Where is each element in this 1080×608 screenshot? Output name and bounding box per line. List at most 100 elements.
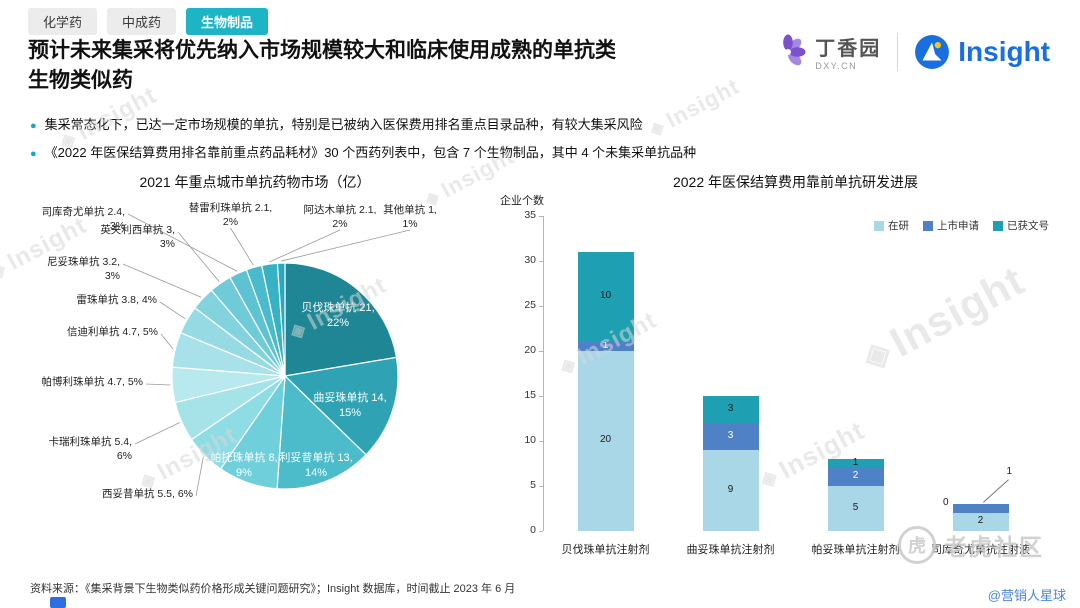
bar-value-label: 2 <box>852 470 859 481</box>
pie-leader-line <box>127 213 238 272</box>
pie-outside-label: 帕博利珠单抗 4.7, 5% <box>41 376 143 388</box>
bar-segment <box>827 468 884 486</box>
bar-segment <box>827 486 884 531</box>
bullet-dot-icon: ● <box>30 148 37 160</box>
dxy-domain: DXY.CN <box>815 61 858 71</box>
legend-swatch <box>923 220 933 231</box>
category-tabs: 化学药 中成药 生物制品 <box>28 8 269 35</box>
insight-name: Insight <box>958 35 1050 67</box>
callout-line <box>982 479 1009 503</box>
bar-category-label: 司库奇尤单抗注射液 <box>931 544 1030 556</box>
legend-label: 上市申请 <box>937 220 979 232</box>
y-tick <box>539 261 543 262</box>
pie-outside-label: 替雷利珠单抗 2.1, 2% <box>188 202 273 228</box>
legend-label: 在研 <box>888 220 909 232</box>
bar-segment <box>702 423 759 450</box>
insight-watermark-icon: ◈ <box>0 257 11 284</box>
bar-value-label: 1 <box>602 339 609 351</box>
bar-segment <box>577 342 634 351</box>
key-point-text: 《2022 年医保结算费用排名靠前重点药品耗材》30 个西药列表中，包含 7 个… <box>44 145 697 160</box>
dxy-name: 丁香园 <box>815 38 882 60</box>
header-logos: 丁香园 DXY.CN Insight <box>769 32 1050 71</box>
pie-leader-line <box>230 227 254 266</box>
y-tick-label: 15 <box>524 389 536 401</box>
pie-outside-label: 阿达木单抗 2.1, 2% <box>303 204 377 230</box>
y-tick <box>539 306 543 307</box>
pie-leader-line <box>281 229 411 262</box>
bar-value-label: 20 <box>599 434 612 445</box>
pie-outside-label: 雷珠单抗 3.8, 4% <box>76 294 157 306</box>
key-point: ● 《2022 年医保结算费用排名靠前重点药品耗材》30 个西药列表中，包含 7… <box>30 142 696 161</box>
bar-value-label: 0 <box>942 497 949 508</box>
tab-biologics[interactable]: 生物制品 <box>186 8 269 35</box>
dxy-flower-icon <box>783 34 806 65</box>
pie-leader-line <box>134 422 181 445</box>
bar-value-label: 1 <box>1006 466 1013 477</box>
bar-value-label: 9 <box>727 483 734 495</box>
y-axis <box>543 216 544 531</box>
pie-slice-14 <box>276 262 286 377</box>
bar-chart-panel: 2022 年医保结算费用靠前单抗研发进展 企业个数 0 5 10 15 20 25 30 35… <box>498 166 1063 566</box>
y-axis-label: 企业个数 <box>500 195 544 207</box>
bar-value-label: 2 <box>977 515 984 526</box>
y-tick-label: 30 <box>524 254 536 266</box>
y-tick-label: 10 <box>524 434 536 446</box>
insight-icon <box>915 34 950 69</box>
dxy-text: 丁香园 DXY.CN <box>815 32 881 71</box>
pie-outside-label: 司库奇尤单抗 2.4, 3% <box>41 206 125 232</box>
pie-slice-0 <box>284 262 398 377</box>
key-point-text: 集采常态化下，已达一定市场规模的单抗，特别是已被纳入医保费用排名重点目录品种，有… <box>44 117 643 132</box>
key-points: ● 集采常态化下，已达一定市场规模的单抗，特别是已被纳入医保费用排名重点目录品种… <box>30 114 696 170</box>
pie-chart-panel: 2021 年重点城市单抗药物市场（亿） 贝伐珠单抗 21, 22% 曲妥珠单抗 14… <box>20 166 490 566</box>
bar-segment <box>952 504 1009 513</box>
pie-slice-2 <box>276 374 367 490</box>
bullet-dot-icon: ● <box>30 120 37 132</box>
pie-leader-line <box>159 301 186 320</box>
legend-item: 在研 <box>874 218 909 233</box>
tab-chemical-drugs[interactable]: 化学药 <box>28 8 98 35</box>
y-tick <box>539 351 543 352</box>
legend-swatch <box>874 220 884 231</box>
pie-leader-line <box>177 231 220 282</box>
key-point: ● 集采常态化下，已达一定市场规模的单抗，特别是已被纳入医保费用排名重点目录品种… <box>30 114 696 133</box>
legend: 在研 上市申请 已获文号 <box>874 218 1049 233</box>
bar-category-label: 贝伐珠单抗注射剂 <box>561 544 650 556</box>
tab-chinese-patent-medicine[interactable]: 中成药 <box>107 8 177 35</box>
bar-value-label: 1 <box>852 456 859 468</box>
pie-leader-line <box>145 383 171 386</box>
y-tick <box>539 531 543 532</box>
legend-swatch <box>993 220 1003 231</box>
pie-inside-label: 曲妥珠单抗 14, 15% <box>313 392 387 419</box>
pie-slice-1 <box>283 356 399 456</box>
pie-inside-label: 贝伐珠单抗 21, 22% <box>301 302 375 329</box>
pie-outside-label: 西妥昔单抗 5.5, 6% <box>101 488 193 500</box>
pie-outside-label: 卡瑞利珠单抗 5.4, 6% <box>48 436 132 462</box>
legend-item: 上市申请 <box>923 218 979 233</box>
page-title: 预计未来集采将优先纳入市场规模较大和临床使用成熟的单抗类生物类似药 <box>28 39 616 93</box>
bar-chart: 0 5 10 15 20 25 30 35 20 1 10 贝伐珠单抗注射剂 9 3 3 曲妥珠单抗注射剂 5 2… <box>498 166 1063 566</box>
pie-outside-label: 英夫利西单抗 3, 3% <box>100 224 175 250</box>
y-tick <box>539 486 543 487</box>
pie-inside-label: 利妥昔单抗 13, 14% <box>279 452 353 479</box>
legend-label: 已获文号 <box>1007 220 1049 232</box>
bar-segment <box>702 450 759 531</box>
bottom-left-chip <box>50 597 66 608</box>
source-note: 资料来源：《集采背景下生物类似药价格形成关键问题研究》；Insight 数据库，… <box>30 583 516 595</box>
legend-item: 已获文号 <box>993 218 1049 233</box>
bar-segment <box>952 513 1009 531</box>
bar-value-label: 5 <box>852 501 859 513</box>
y-tick-label: 35 <box>524 209 536 221</box>
bar-value-label: 3 <box>727 402 734 414</box>
bar-value-label: 3 <box>727 429 734 441</box>
pie-outside-label: 尼妥珠单抗 3.2, 3% <box>47 256 120 282</box>
y-tick <box>539 216 543 217</box>
pie-leader-line <box>269 229 341 263</box>
pie-outside-label: 信迪利单抗 4.7, 5% <box>66 326 158 338</box>
pie-chart <box>122 213 411 497</box>
pie-leader-line <box>160 333 174 350</box>
dxy-logo: 丁香园 DXY.CN <box>769 32 881 71</box>
bar-category-label: 曲妥珠单抗注射剂 <box>686 544 775 556</box>
pie-inside-label: 帕托珠单抗 8, 9% <box>210 452 278 479</box>
social-handle-watermark: @营销人星球 <box>987 588 1066 603</box>
bar-chart-title: 2022 年医保结算费用靠前单抗研发进展 <box>672 174 919 190</box>
